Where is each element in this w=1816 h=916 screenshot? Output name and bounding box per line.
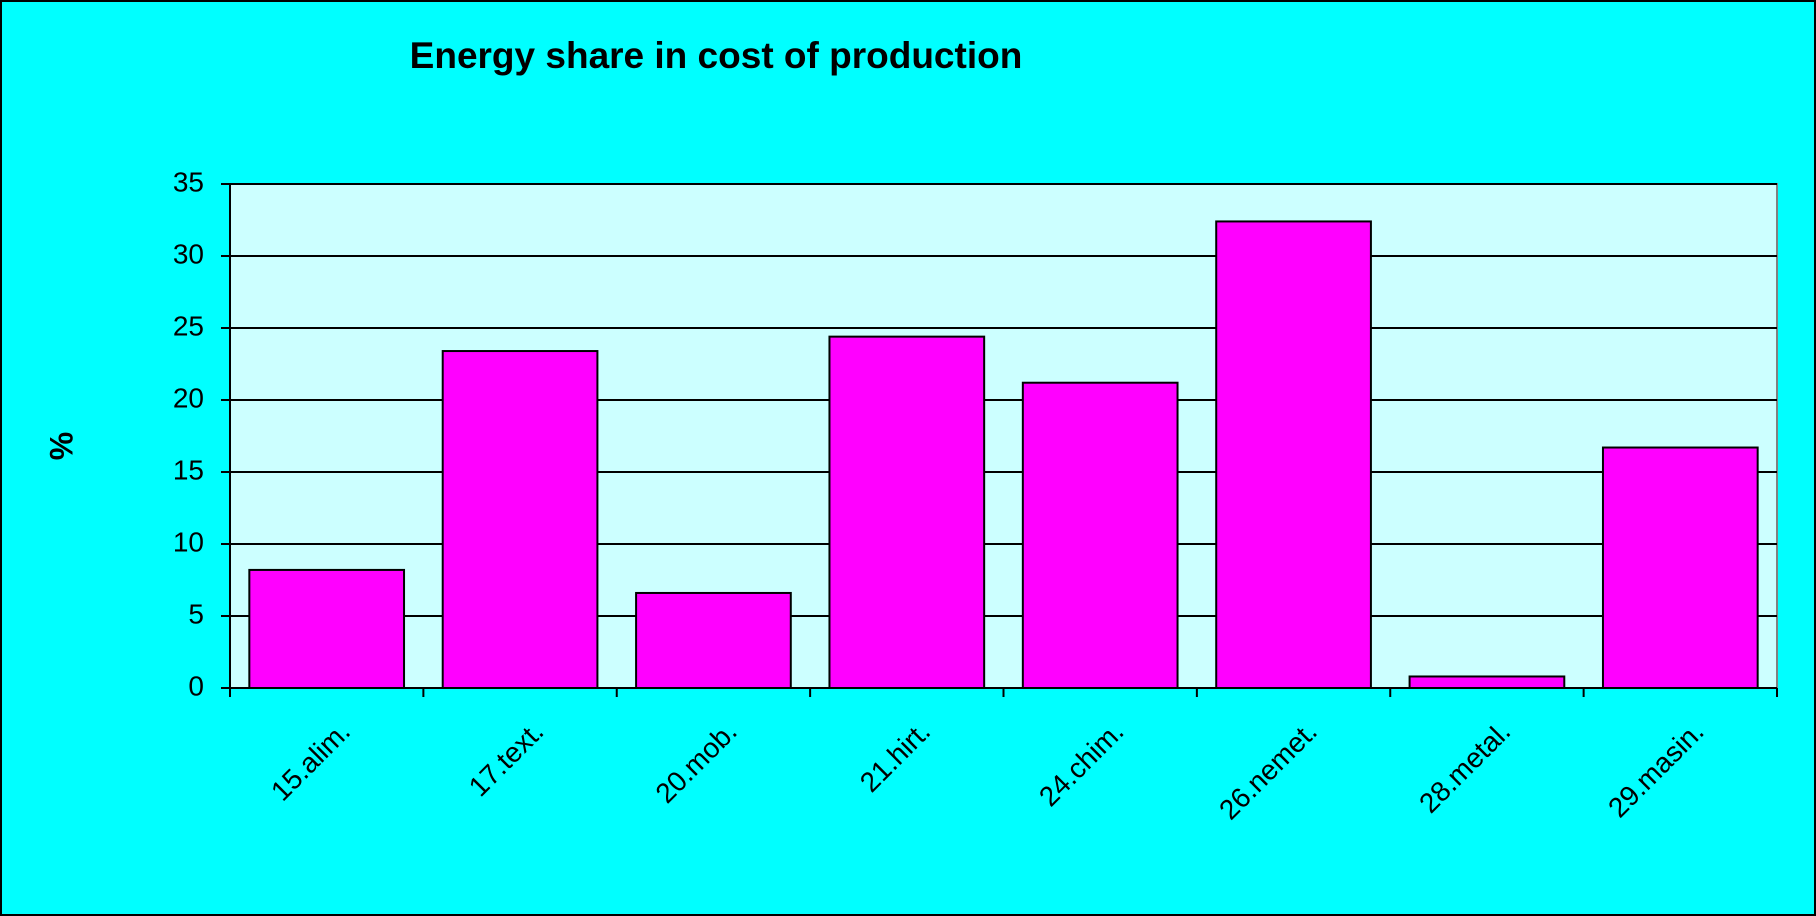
- y-tick-label: 10: [173, 526, 204, 557]
- bar: [441, 350, 599, 689]
- chart-title: Energy share in cost of production: [410, 35, 1023, 76]
- y-tick-label: 15: [173, 454, 204, 485]
- bar: [1021, 381, 1179, 689]
- y-axis-label: %: [43, 432, 79, 460]
- y-tick-label: 35: [173, 166, 204, 197]
- bar: [635, 591, 792, 690]
- bar: [248, 568, 406, 689]
- bar: [1215, 220, 1372, 689]
- bar: [1408, 675, 1566, 689]
- y-tick-label: 0: [188, 670, 204, 701]
- y-tick-label: 5: [188, 598, 204, 629]
- bar: [828, 335, 986, 689]
- y-tick-label: 25: [173, 310, 204, 341]
- y-tick-label: 20: [173, 382, 204, 413]
- bar: [1601, 446, 1759, 689]
- y-tick-label: 30: [173, 238, 204, 269]
